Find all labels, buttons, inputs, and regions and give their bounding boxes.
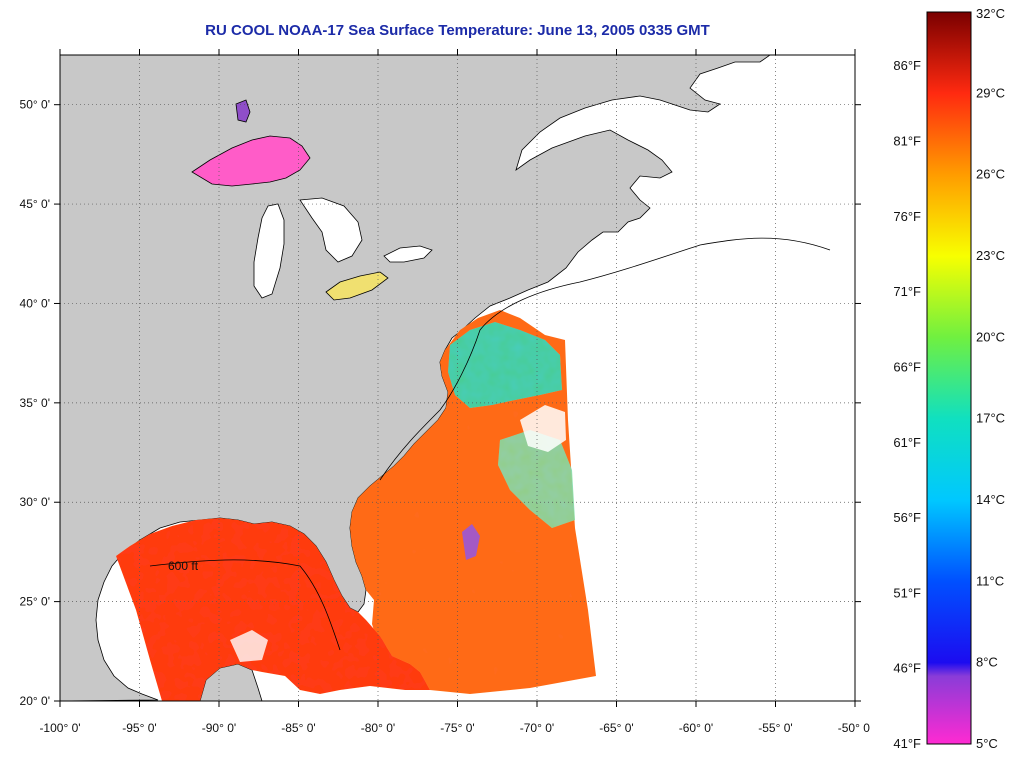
lon-tick-label: -55° 0' bbox=[758, 721, 792, 735]
bathymetry-contour-600ft bbox=[149, 237, 831, 651]
colorbar-celsius-label: 14°C bbox=[976, 492, 1005, 507]
lake-huron bbox=[299, 197, 363, 263]
lake-superior bbox=[191, 135, 311, 187]
map-title: RU COOL NOAA-17 Sea Surface Temperature:… bbox=[205, 22, 710, 39]
lake-nipigon bbox=[235, 99, 251, 123]
colorbar-fahrenheit-label: 71°F bbox=[893, 284, 921, 299]
sst-swath-gulf bbox=[116, 518, 430, 701]
lon-tick-label: -80° 0' bbox=[361, 721, 395, 735]
colorbar-celsius-label: 20°C bbox=[976, 329, 1005, 344]
colorbar-fahrenheit-label: 86°F bbox=[893, 58, 921, 73]
lake-erie bbox=[325, 271, 389, 301]
colorbar-fahrenheit-label: 46°F bbox=[893, 661, 921, 676]
gridlines bbox=[60, 55, 855, 701]
lat-tick-label: 30° 0' bbox=[20, 495, 50, 509]
sst-purple-patch bbox=[462, 524, 480, 560]
lon-tick-label: -85° 0' bbox=[281, 721, 315, 735]
sst-cool-patch-offshore bbox=[498, 430, 575, 528]
lat-tick-label: 20° 0' bbox=[20, 694, 50, 708]
lat-tick-label: 25° 0' bbox=[20, 595, 50, 609]
colorbar-celsius-label: 26°C bbox=[976, 167, 1005, 182]
colorbar-fahrenheit-label: 66°F bbox=[893, 359, 921, 374]
colorbar-celsius-label: 17°C bbox=[976, 411, 1005, 426]
colorbar-celsius-label: 32°C bbox=[976, 6, 1005, 21]
lat-tick-label: 45° 0' bbox=[20, 197, 50, 211]
colorbar-celsius-label: 23°C bbox=[976, 248, 1005, 263]
colorbar-fahrenheit-label: 81°F bbox=[893, 134, 921, 149]
lon-tick-label: -75° 0' bbox=[440, 721, 474, 735]
colorbar-celsius-label: 29°C bbox=[976, 85, 1005, 100]
lat-tick-label: 40° 0' bbox=[20, 296, 50, 310]
lake-michigan bbox=[253, 203, 285, 299]
gulf-cloud-patch bbox=[230, 630, 268, 662]
sst-cloud-patch bbox=[520, 405, 566, 452]
axis-ticks: -100° 0' -95° 0' -90° 0' -85° 0' -80° 0' -75°… bbox=[20, 49, 870, 735]
lon-tick-label: -90° 0' bbox=[202, 721, 236, 735]
colorbar-fahrenheit-label: 61°F bbox=[893, 435, 921, 450]
colorbar-scale bbox=[926, 11, 972, 745]
colorbar-fahrenheit-label: 41°F bbox=[893, 736, 921, 751]
lon-tick-label: -100° 0' bbox=[39, 721, 80, 735]
sst-cool-patch-north bbox=[448, 322, 562, 408]
lat-tick-label: 35° 0' bbox=[20, 396, 50, 410]
colorbar-fahrenheit-label: 51°F bbox=[893, 585, 921, 600]
lon-tick-label: -70° 0' bbox=[520, 721, 554, 735]
colorbar-celsius-label: 8°C bbox=[976, 655, 998, 670]
sst-map: 600 ft -100° 0' -95° 0' -90° 0' -85° 0' -80°… bbox=[20, 49, 870, 735]
contour-label: 600 ft bbox=[168, 559, 199, 573]
colorbar-fahrenheit-label: 76°F bbox=[893, 209, 921, 224]
colorbar-celsius-label: 5°C bbox=[976, 736, 998, 751]
lat-tick-label: 50° 0' bbox=[20, 98, 50, 112]
colorbar-fahrenheit-label: 56°F bbox=[893, 510, 921, 525]
lon-tick-label: -65° 0' bbox=[599, 721, 633, 735]
lon-tick-label: -50° 0' bbox=[838, 721, 870, 735]
colorbar-labels: 32°C 29°C 26°C 23°C 20°C 17°C 14°C 11°C 8°C 5°C 86… bbox=[893, 6, 1005, 751]
lon-tick-label: -60° 0' bbox=[679, 721, 713, 735]
lon-tick-label: -95° 0' bbox=[122, 721, 156, 735]
colorbar-celsius-label: 11°C bbox=[976, 573, 1004, 588]
lake-ontario bbox=[383, 245, 433, 263]
